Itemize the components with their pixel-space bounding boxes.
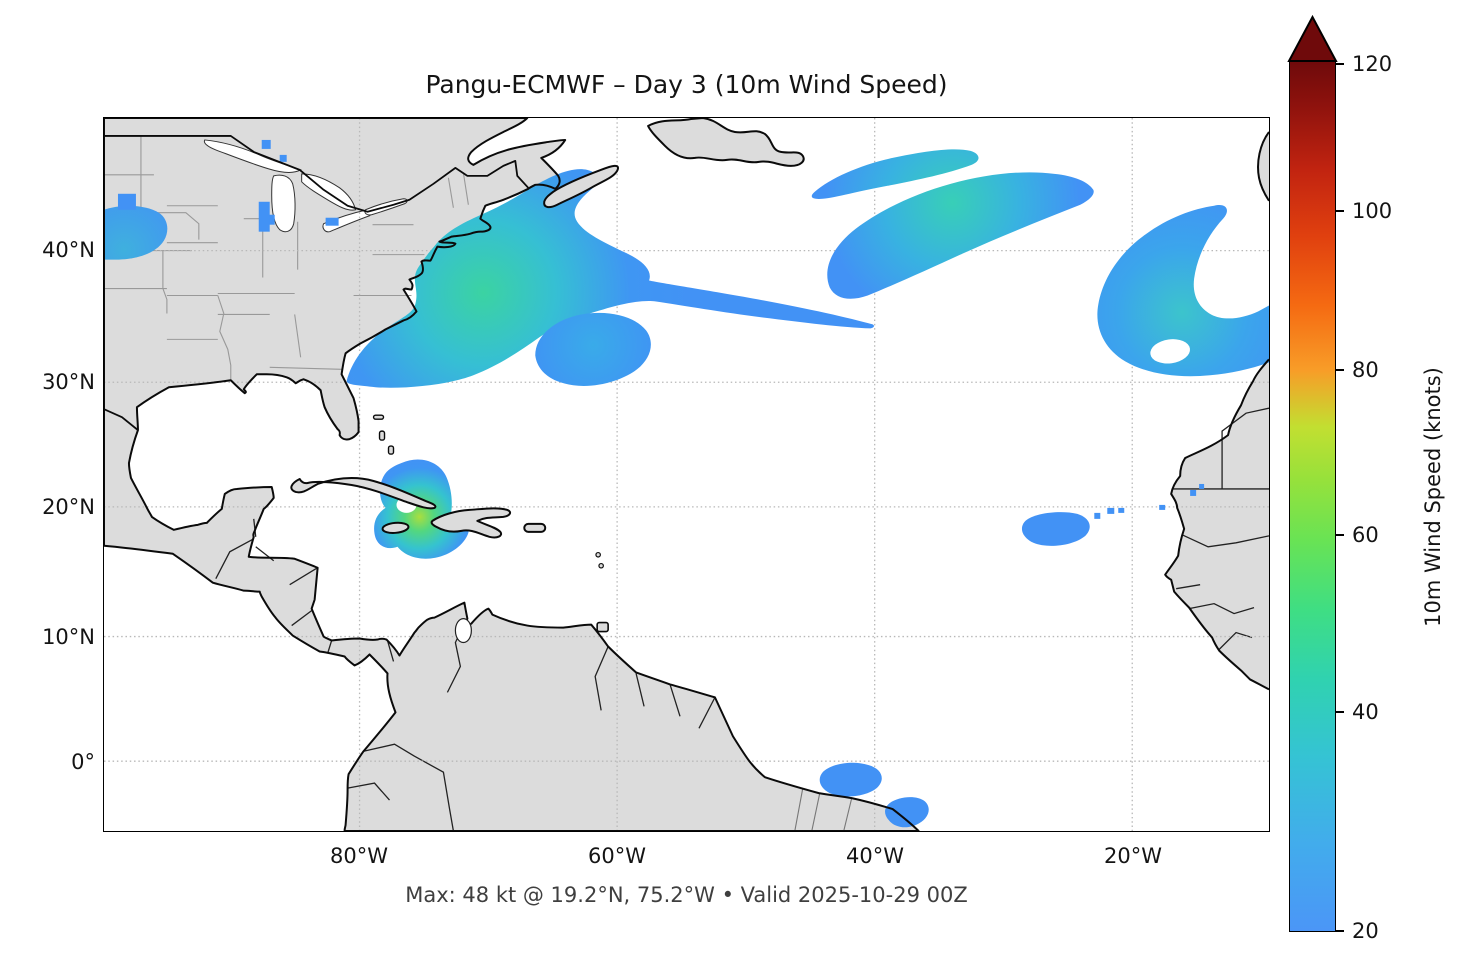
wind-patch-midatlantic-sliver — [811, 149, 979, 199]
colorbar-axis-label: 10m Wind Speed (knots) — [1421, 367, 1445, 627]
us-mexico-border — [104, 408, 139, 431]
x-tick-20w: 20°W — [1104, 844, 1162, 868]
y-tick-0: 0° — [71, 750, 95, 774]
wind-hole-hook — [1150, 339, 1191, 364]
map-canvas — [104, 118, 1269, 831]
us-canada-border — [104, 135, 529, 213]
island-trinidad — [596, 621, 609, 633]
coastlines — [104, 118, 1269, 831]
country-borders — [215, 407, 1269, 831]
wind-specks-great-lakes — [258, 139, 339, 232]
wind-patch-hatteras-lobe — [535, 312, 651, 386]
wind-specks-east-subtropical — [1094, 504, 1166, 519]
wind-specks-west-africa — [1190, 483, 1205, 496]
land-africa — [1165, 359, 1269, 690]
colorbar-gradient — [1289, 61, 1336, 932]
colorbar-tickmark — [1336, 63, 1344, 65]
wind-patch-us-east-coast — [346, 169, 874, 388]
footer-annotation: Max: 48 kt @ 19.2°N, 75.2°W • Valid 2025… — [405, 883, 968, 907]
colorbar-tickmark — [1336, 210, 1344, 212]
plot-title: Pangu-ECMWF – Day 3 (10m Wind Speed) — [425, 70, 948, 99]
lake-michigan — [271, 174, 296, 233]
wind-patch-brazil-coast-2 — [885, 797, 929, 828]
wind-patches — [104, 139, 1269, 828]
wind-patch-midatlantic-main — [827, 172, 1094, 299]
colorbar-tick-80: 80 — [1352, 358, 1379, 382]
lake-maracaibo — [454, 617, 472, 644]
island-puerto-rico — [523, 522, 547, 533]
x-tick-60w: 60°W — [588, 844, 646, 868]
colorbar-tick-120: 120 — [1352, 52, 1393, 76]
x-tick-80w: 80°W — [330, 844, 388, 868]
colorbar-tickmark — [1336, 534, 1344, 536]
island-cuba — [290, 477, 437, 510]
land-north-and-south-america — [104, 118, 919, 831]
wind-speck-plains-step — [117, 193, 136, 210]
wind-patch-northeast-atlantic-hook — [1097, 205, 1269, 377]
colorbar-arrow-shape — [1287, 15, 1338, 62]
island-nova-scotia — [543, 164, 619, 209]
colorbar-tick-60: 60 — [1352, 523, 1379, 547]
y-tick-10n: 10°N — [42, 625, 95, 649]
island-hispaniola — [430, 507, 512, 539]
islands-lesser-antilles — [595, 551, 604, 569]
y-tick-30n: 30°N — [42, 370, 95, 394]
map-plot — [103, 117, 1270, 832]
islands — [290, 118, 805, 644]
gridlines — [104, 118, 1269, 831]
colorbar-tick-20: 20 — [1352, 919, 1379, 943]
lake-erie — [322, 209, 373, 233]
colorbar-tick-100: 100 — [1352, 199, 1393, 223]
x-tick-40w: 40°W — [846, 844, 904, 868]
y-tick-20n: 20°N — [42, 495, 95, 519]
colorbar-tickmark — [1336, 711, 1344, 713]
island-newfoundland — [647, 118, 805, 167]
wind-patch-caribbean-max — [374, 459, 469, 559]
islands-bahamas — [372, 414, 395, 455]
wind-patch-east-subtropical — [1021, 512, 1090, 546]
wind-patch-great-plains — [104, 205, 168, 260]
colorbar-tick-40: 40 — [1352, 700, 1379, 724]
colorbar-tickmark — [1336, 930, 1344, 932]
colorbar-extend-arrow — [1287, 15, 1338, 62]
colorbar-tickmark — [1336, 369, 1344, 371]
y-tick-40n: 40°N — [42, 238, 95, 262]
island-jamaica — [381, 521, 410, 534]
wind-patch-brazil-coast-1 — [819, 762, 882, 797]
